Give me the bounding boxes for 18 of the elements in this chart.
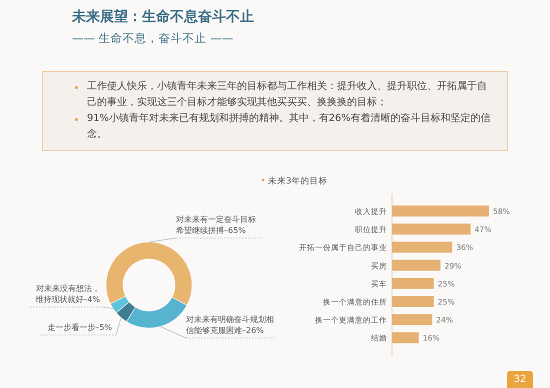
slice-label: 对未来没有想法，维持现状就好–4% [34,283,100,305]
bar [392,260,440,271]
bar [392,206,489,216]
slice-label: 对未来有一定奋斗目标希望继续拼搏–65% [176,214,257,236]
bar [392,224,471,235]
slice-label: 走一步看一步–5% [47,322,112,333]
text: 工作使人快乐，小镇青年未来三年的目标都与工作相关：提升收入、提升职位、开拓属于自己的事业，实现这三个目标才能够实现其他买买买、换换换的目标； [87,81,487,108]
bar [392,278,434,289]
text: —— 生命不息，奋斗不止 —— [72,31,234,46]
bar [392,242,452,253]
text: 32 [507,371,533,388]
bar [392,332,419,344]
bar [392,314,432,326]
text: 未来展望：生命不息奋斗不止 [72,8,254,26]
bar [392,296,434,307]
text: 91%小镇青年对未来已有规划和拼搏的精神。其中，有26%有着清晰的奋斗目标和坚定的信念。 [87,113,491,140]
text: 未来3年的目标 [268,176,328,186]
slice-label: 对未来有明确奋斗规划相信能够克服困难–26% [186,314,275,336]
